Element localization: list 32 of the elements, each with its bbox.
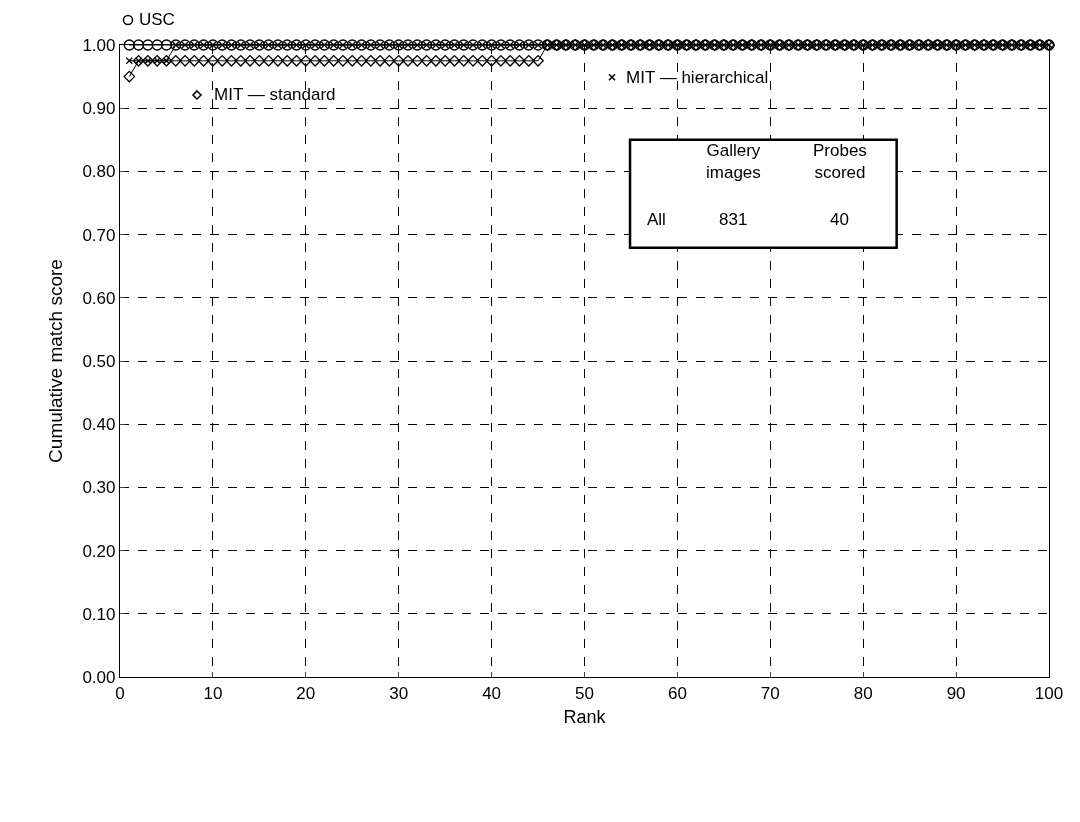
x-tick-label: 20 (296, 683, 316, 703)
x-tick-label: 60 (667, 683, 687, 703)
legend-label: USC (139, 10, 175, 29)
annotation: Gallery images (706, 141, 761, 183)
y-axis-title: Cumulative match score (45, 259, 67, 463)
x-tick-label: 0 (115, 683, 125, 703)
annotation: 831 (719, 210, 748, 229)
y-tick-label: 0.80 (82, 162, 116, 182)
annotation: 40 (830, 210, 849, 229)
annotation: All (647, 210, 666, 229)
y-tick-label: 0.40 (82, 415, 116, 435)
y-tick-label: 0.50 (82, 351, 116, 371)
y-tick-label: 0.90 (82, 99, 116, 119)
annotation: Probes scored (813, 141, 867, 183)
x-tick-label: 80 (853, 683, 873, 703)
x-tick-label: 90 (946, 683, 966, 703)
x-tick-label: 70 (760, 683, 780, 703)
y-tick-label: 0.10 (82, 604, 116, 624)
y-tick-label: 0.00 (82, 667, 116, 687)
x-tick-label: 40 (482, 683, 502, 703)
x-axis-title: Rank (563, 706, 607, 727)
y-tick-label: 0.30 (82, 478, 116, 498)
legend-label: MIT — hierarchical (626, 68, 769, 87)
legend-label: MIT — standard (214, 85, 336, 104)
x-tick-label: 100 (1034, 683, 1064, 703)
y-tick-label: 0.60 (82, 288, 116, 308)
y-tick-label: 0.70 (82, 225, 116, 245)
x-tick-label: 10 (203, 683, 223, 703)
y-tick-label: 0.20 (82, 541, 116, 561)
x-tick-label: 30 (389, 683, 409, 703)
x-tick-label: 50 (575, 683, 594, 703)
y-tick-label: 1.00 (82, 35, 116, 55)
